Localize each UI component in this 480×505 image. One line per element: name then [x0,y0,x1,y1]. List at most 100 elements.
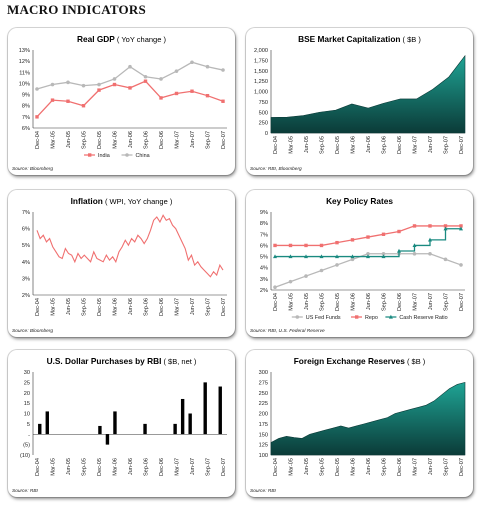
x-tick-label: Sep-07 [444,458,450,476]
x-tick-label: Dec-07 [459,458,465,476]
data-point [350,257,355,262]
x-tick-label: Mar-07 [175,298,181,316]
data-point [273,285,277,290]
y-tick-label: 1,000 [254,90,268,96]
x-tick-label: Mar-06 [113,458,119,476]
y-tick-label: 150 [259,432,268,438]
x-tick-label: Jun-06 [128,458,134,475]
source-note: Source: RBI [250,488,277,494]
x-tick-label: Jun-05 [304,458,310,475]
legend-label: Repo [365,315,378,321]
data-point [35,87,39,91]
data-point [205,93,210,98]
y-tick-label: 1,500 [254,69,268,75]
source-note: Source: Bloomberg [12,166,53,172]
data-point [159,96,163,100]
x-tick-label: Dec-05 [335,293,341,311]
data-point [81,83,86,88]
legend-label: India [98,153,110,159]
y-tick-label: 225 [259,401,268,407]
x-tick-label: Jun-06 [366,458,372,475]
y-tick-label: 250 [259,391,268,397]
x-tick-label: Jun-07 [428,136,434,153]
source-note: Source: RBI, Bloomberg [250,166,302,172]
bar [143,423,147,435]
data-point [273,243,277,248]
x-tick-label: Dec-07 [459,293,465,311]
bar [105,434,110,445]
y-tick-label: 20 [24,391,30,397]
usd-purchases-chart-panel: U.S. Dollar Purchases by RBI ( $B, net )… [8,350,235,497]
fx-reserves-chart-panel: Foreign Exchange Reserves ( $B ) 100 125 15… [246,350,473,497]
x-tick-label: Jun-06 [128,131,134,148]
x-tick-label: Dec-05 [335,136,341,154]
series-line-us-fed-funds [274,253,462,288]
data-point [397,229,401,234]
legend-marker [355,315,359,319]
bar [188,413,192,435]
gdp-svg: Real GDP ( YoY change ) 6% 7% 8% 9% 10% 11% 12%… [12,34,227,172]
gdp-chart-panel: Real GDP ( YoY change ) 6% 7% 8% 9% 10% 11% 12%… [8,28,235,175]
data-point [174,91,179,96]
chart-title-main: Key Policy Rates [326,196,393,206]
chart-title-main: Foreign Exchange Reserves [294,356,406,366]
fx-svg: Foreign Exchange Reserves ( $B ) 100 125 15… [250,356,466,494]
data-point [190,89,194,93]
x-tick-label: Sep-07 [206,298,212,316]
y-tick-label: 750 [259,100,268,106]
y-tick-label: 275 [259,380,268,386]
data-point [443,226,448,231]
chart-title: BSE Market Capitalization ( $B ) [298,34,421,44]
y-tick-label: 4% [260,266,268,272]
y-tick-label: 500 [259,110,268,116]
x-tick-label: Dec-05 [335,458,341,476]
data-point [221,99,225,103]
data-point [273,254,277,259]
bar [173,423,177,435]
x-tick-label: Sep-07 [444,293,450,311]
x-tick-label: Dec-06 [397,458,403,476]
bar [180,398,185,435]
inflation-chart-panel: Inflation ( WPI, YoY change ) 2% 3% 4% 5% 6% 7… [8,190,235,337]
x-tick-label: Dec-07 [221,131,227,149]
x-tick-label: Sep-05 [82,131,88,149]
y-tick-label: 5% [22,243,30,249]
data-point [350,238,355,242]
y-tick-label: 3% [260,277,268,283]
x-tick-label: Mar-07 [175,131,181,149]
x-tick-label: Jun-06 [366,136,372,153]
y-tick-label: 1,750 [254,58,268,64]
y-tick-label: 4% [22,260,30,266]
chart-title-main: Inflation [71,196,103,206]
data-point [335,254,339,259]
bar [38,423,42,435]
data-point [50,82,55,87]
data-point [428,224,432,228]
data-point [128,64,132,69]
data-point [50,98,55,102]
source-note: Source: RBI [12,488,39,494]
data-point [366,235,370,239]
legend-marker [125,153,129,157]
y-tick-label: 2% [22,293,30,299]
x-tick-label: Sep-06 [382,458,388,476]
x-tick-label: Jun-05 [66,298,72,315]
y-tick-label: 125 [259,443,268,449]
data-point [97,82,101,87]
x-tick-label: Sep-06 [144,298,150,316]
legend-marker [388,314,393,319]
x-tick-label: Jun-07 [190,298,196,315]
data-point [459,224,463,228]
x-tick-label: Mar-06 [113,131,119,149]
y-tick-label: 7% [22,210,30,216]
y-tick-label: 200 [259,412,268,418]
x-tick-label: Sep-06 [382,293,388,311]
data-point [143,74,148,79]
series-line-inflation [36,214,224,278]
data-point [304,254,308,259]
data-point [205,64,210,69]
data-point [381,254,386,259]
y-tick-label: 300 [259,370,268,376]
x-tick-label: Jun-07 [428,293,434,310]
data-point [288,279,293,284]
